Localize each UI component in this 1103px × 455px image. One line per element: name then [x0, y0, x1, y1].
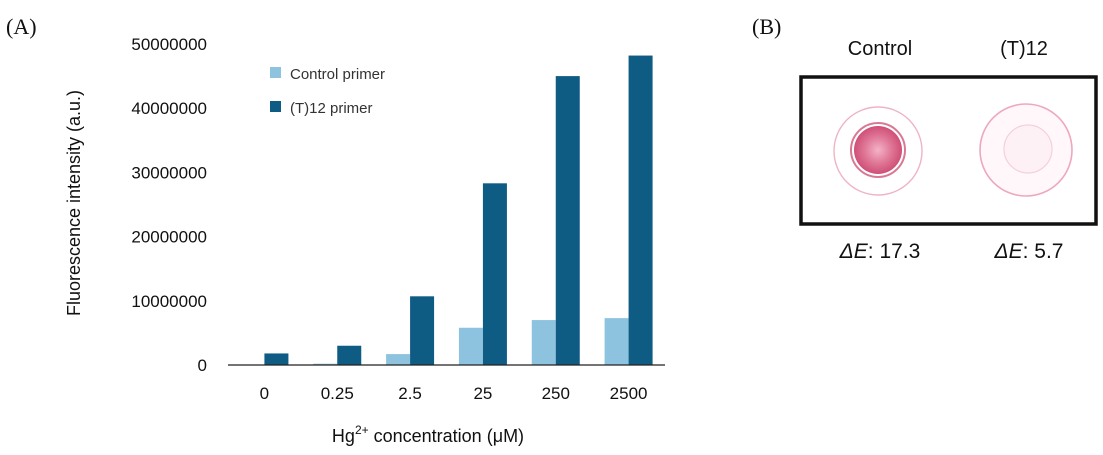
- bar-control-4: [531, 320, 556, 365]
- y-axis-ticks: 0 10000000 20000000 30000000 40000000 5000000…: [131, 35, 207, 375]
- delta-e-control: ΔE: 17.3: [839, 240, 921, 263]
- bar-t12-0: [264, 353, 289, 365]
- x-tick-label: 0.25: [321, 384, 354, 403]
- panel-b: (B) Control (T)12 ΔE: 17.3 ΔE: 5.7: [752, 14, 1098, 263]
- delta-e-t12: ΔE: 5.7: [994, 240, 1064, 263]
- bar-t12-5: [628, 55, 653, 365]
- legend-swatch-control: [270, 67, 281, 78]
- legend-label-control: Control primer: [290, 66, 385, 83]
- x-tick-label: 250: [542, 384, 570, 403]
- y-tick-label: 10000000: [131, 292, 207, 311]
- x-tick-label: 2.5: [398, 384, 422, 403]
- t12-well-spot: [1003, 124, 1053, 174]
- y-tick-label: 40000000: [131, 99, 207, 118]
- header-control: Control: [848, 38, 912, 60]
- header-t12: (T)12: [1000, 38, 1048, 60]
- x-axis-title: Hg2+ concentration (μM): [332, 423, 524, 446]
- legend-label-t12: (T)12 primer: [290, 100, 373, 117]
- x-tick-label: 0: [260, 384, 269, 403]
- x-axis-title-sup: 2+: [355, 423, 369, 437]
- y-tick-label: 30000000: [131, 163, 207, 182]
- bar-t12-2: [410, 296, 435, 365]
- bar-control-5: [604, 318, 629, 365]
- y-axis-title: Fluorescence intensity (a.u.): [64, 90, 84, 316]
- bar-t12-4: [555, 76, 580, 365]
- y-tick-label: 0: [198, 356, 207, 375]
- bar-chart: 0 10000000 20000000 30000000 40000000 5000000…: [64, 35, 665, 446]
- panel-a-label: (A): [6, 14, 37, 39]
- legend-swatch-t12: [270, 101, 281, 112]
- bar-control-1: [313, 363, 338, 365]
- x-axis-ticks: 0 0.25 2.5 25 250 2500: [260, 384, 648, 403]
- delta-e-t12-symbol: ΔE: [994, 240, 1024, 263]
- x-tick-label: 2500: [610, 384, 648, 403]
- y-tick-label: 50000000: [131, 35, 207, 54]
- control-well-spot: [854, 126, 902, 174]
- delta-e-t12-value: : 5.7: [1023, 240, 1064, 263]
- bars: [264, 55, 653, 365]
- bar-t12-1: [337, 345, 362, 365]
- y-tick-label: 20000000: [131, 228, 207, 247]
- delta-e-control-symbol: ΔE: [839, 240, 869, 263]
- panel-b-label: (B): [752, 14, 781, 39]
- delta-e-control-value: : 17.3: [868, 240, 921, 263]
- bar-t12-3: [482, 183, 507, 365]
- x-axis-title-post: concentration (μM): [369, 426, 524, 446]
- well-frame: [799, 75, 1098, 226]
- bar-control-2: [386, 354, 411, 365]
- control-well-outer-ring: [833, 106, 923, 196]
- x-axis-title-pre: Hg: [332, 426, 355, 446]
- bar-control-3: [458, 327, 483, 365]
- x-tick-label: 25: [473, 384, 492, 403]
- legend: Control primer (T)12 primer: [270, 66, 385, 117]
